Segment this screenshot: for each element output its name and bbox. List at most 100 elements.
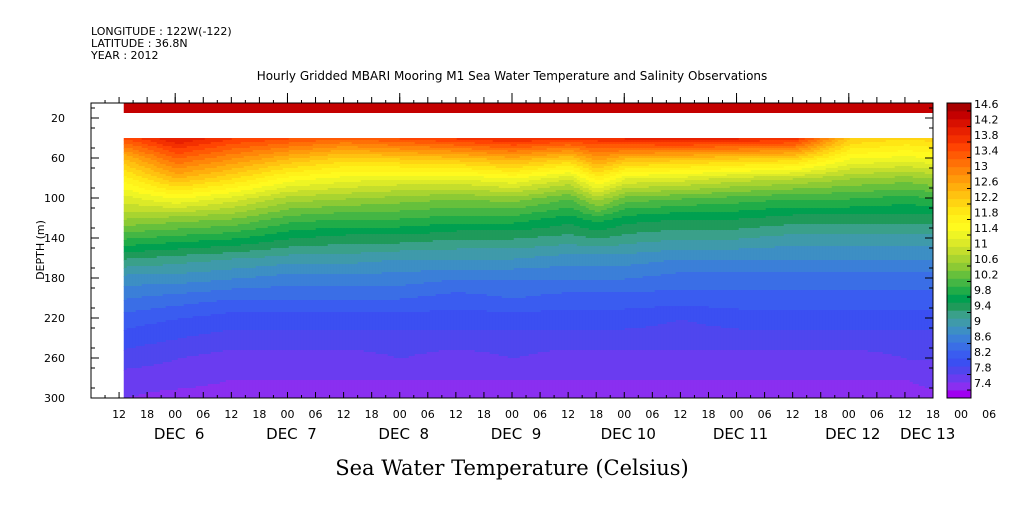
heatmap-cell: [189, 206, 194, 213]
heatmap-cell: [264, 196, 269, 201]
heatmap-cell: [123, 164, 128, 171]
heatmap-cell: [312, 238, 317, 247]
heatmap-cell: [129, 298, 134, 313]
heatmap-cell: [348, 182, 353, 189]
heatmap-cell: [228, 184, 233, 189]
heatmap-cell: [270, 286, 275, 301]
heatmap-cell: [372, 192, 377, 199]
heatmap-cell: [492, 192, 497, 197]
heatmap-cell: [387, 244, 392, 253]
heatmap-cell: [525, 222, 530, 231]
heatmap-cell: [147, 344, 152, 367]
heatmap-cell: [384, 152, 389, 157]
heatmap-cell: [444, 144, 449, 149]
heatmap-cell: [462, 162, 467, 165]
heatmap-cell: [300, 350, 305, 381]
heatmap-cell: [594, 222, 599, 231]
heatmap-cell: [366, 148, 371, 151]
heatmap-cell: [354, 188, 359, 193]
heatmap-cell: [204, 386, 209, 398]
heatmap-cell: [522, 222, 527, 231]
heatmap-cell: [207, 178, 212, 183]
heatmap-cell: [588, 266, 593, 281]
heatmap-cell: [522, 170, 527, 175]
heatmap-cell: [123, 140, 128, 145]
heatmap-cell: [552, 154, 557, 159]
heatmap-cell: [279, 224, 284, 233]
heatmap-cell: [165, 194, 170, 199]
heatmap-cell: [348, 212, 353, 221]
heatmap-cell: [210, 302, 215, 315]
heatmap-cell: [303, 264, 308, 275]
heatmap-cell: [228, 140, 233, 145]
heatmap-cell: [168, 166, 173, 173]
heatmap-cell: [324, 330, 329, 351]
heatmap-cell: [411, 356, 416, 381]
heatmap-cell: [273, 276, 278, 287]
heatmap-cell: [258, 380, 263, 398]
heatmap-cell: [441, 232, 446, 241]
heatmap-cell: [585, 350, 590, 381]
heatmap-cell: [504, 312, 509, 331]
heatmap-cell: [360, 244, 365, 253]
heatmap-cell: [207, 248, 212, 255]
heatmap-cell: [465, 270, 470, 281]
heatmap-cell: [528, 190, 533, 195]
heatmap-cell: [423, 226, 428, 235]
heatmap-cell: [555, 266, 560, 281]
heatmap-cell: [414, 140, 419, 145]
heatmap-cell: [375, 262, 380, 275]
heatmap-cell: [477, 166, 482, 171]
heatmap-cell: [135, 186, 140, 193]
heatmap-cell: [309, 330, 314, 351]
heatmap-cell: [192, 304, 197, 317]
heatmap-cell: [531, 312, 536, 331]
heatmap-cell: [351, 172, 356, 177]
heatmap-cell: [534, 380, 539, 398]
heatmap-cell: [444, 200, 449, 209]
heatmap-cell: [543, 212, 548, 219]
heatmap-cell: [324, 286, 329, 301]
heatmap-cell: [501, 160, 506, 165]
heatmap-cell: [453, 224, 458, 233]
heatmap-cell: [126, 148, 131, 153]
heatmap-cell: [441, 224, 446, 233]
heatmap-cell: [522, 178, 527, 183]
heatmap-cell: [342, 236, 347, 245]
heatmap-cell: [456, 230, 461, 241]
heatmap-cell: [387, 312, 392, 331]
heatmap-cell: [234, 232, 239, 239]
heatmap-cell: [498, 280, 503, 297]
heatmap-cell: [189, 162, 194, 167]
heatmap-cell: [462, 224, 467, 231]
heatmap-cell: [141, 212, 146, 219]
heatmap-cell: [270, 140, 275, 145]
heatmap-cell: [471, 240, 476, 249]
heatmap-cell: [297, 172, 302, 177]
heatmap-cell: [249, 152, 254, 157]
heatmap-cell: [417, 260, 422, 273]
heatmap-cell: [561, 148, 566, 151]
heatmap-cell: [432, 224, 437, 233]
heatmap-cell: [327, 194, 332, 201]
heatmap-cell: [216, 204, 221, 211]
heatmap-cell: [534, 268, 539, 281]
heatmap-cell: [276, 140, 281, 145]
heatmap-cell: [324, 148, 329, 153]
heatmap-cell: [150, 274, 155, 285]
heatmap-cell: [564, 216, 569, 225]
heatmap-cell: [462, 138, 467, 141]
heatmap-cell: [156, 188, 161, 193]
heatmap-cell: [228, 144, 233, 151]
heatmap-cell: [399, 168, 404, 173]
heatmap-cell: [309, 350, 314, 381]
heatmap-cell: [429, 270, 434, 283]
heatmap-cell: [423, 176, 428, 181]
heatmap-cell: [174, 148, 179, 155]
heatmap-cell: [486, 230, 491, 241]
heatmap-cell: [273, 152, 278, 157]
heatmap-cell: [327, 188, 332, 195]
heatmap-cell: [216, 332, 221, 353]
heatmap-cell: [396, 260, 401, 273]
heatmap-cell: [132, 368, 137, 397]
